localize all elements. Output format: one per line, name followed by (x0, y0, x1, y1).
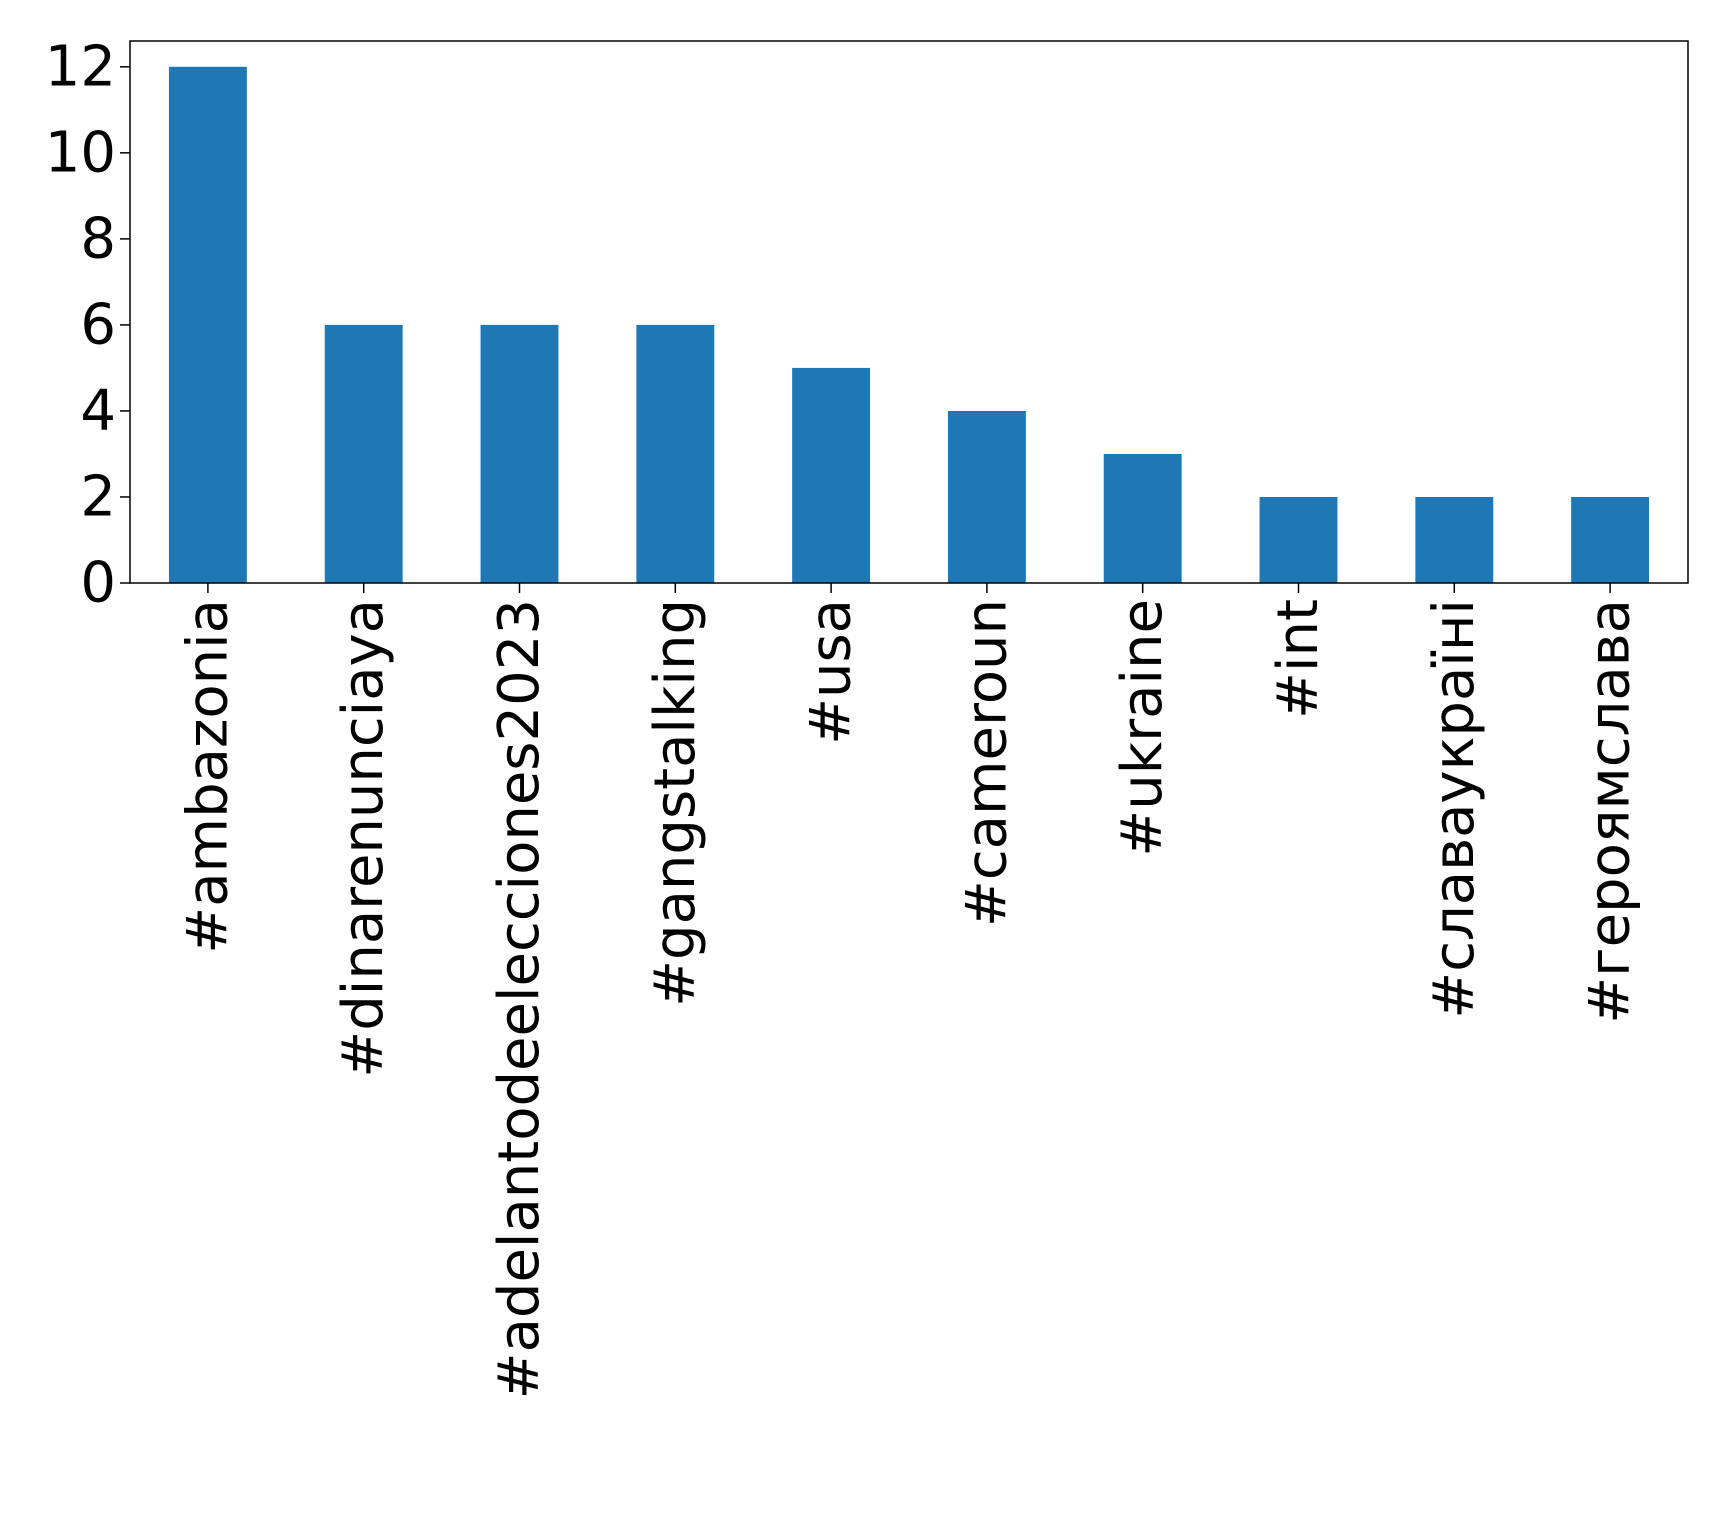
y-tick-label: 10 (45, 120, 116, 185)
y-tick-label: 2 (80, 464, 116, 529)
bar (1415, 496, 1494, 583)
bar (1571, 496, 1650, 583)
bar (1103, 453, 1182, 583)
x-tick-label: #ukraine (1110, 599, 1175, 857)
y-axis: 0 2 4 6 8 10 12 (45, 34, 130, 616)
y-tick-label: 12 (45, 34, 116, 99)
y-tick-label: 0 (80, 551, 116, 616)
bar (636, 324, 715, 583)
x-tick-label: #cameroun (954, 599, 1019, 927)
bar (1259, 496, 1338, 583)
x-tick-label: #usa (799, 599, 864, 745)
bar (480, 324, 559, 583)
x-tick-label: #ambazonia (175, 599, 240, 954)
bar (324, 324, 403, 583)
y-tick-label: 6 (80, 292, 116, 357)
y-tick-label: 8 (80, 206, 116, 271)
bar (792, 367, 871, 583)
x-tick-label: #adelantodeelecciones2023 (487, 599, 552, 1399)
bar (947, 410, 1026, 583)
bar (168, 66, 247, 584)
x-tick-label: #int (1266, 599, 1331, 719)
y-tick-label: 4 (80, 378, 116, 443)
bars (168, 66, 1650, 584)
plot-frame (129, 40, 1689, 584)
x-tick-label: #славаукраїні (1422, 599, 1487, 1019)
x-tick-label: #dinarenunciaya (331, 599, 396, 1078)
x-tick-label: #gangstalking (643, 599, 708, 1007)
x-axis: #ambazonia #dinarenunciaya #adelantodeelec… (175, 583, 1643, 1399)
x-tick-label: #героямслава (1578, 599, 1643, 1024)
